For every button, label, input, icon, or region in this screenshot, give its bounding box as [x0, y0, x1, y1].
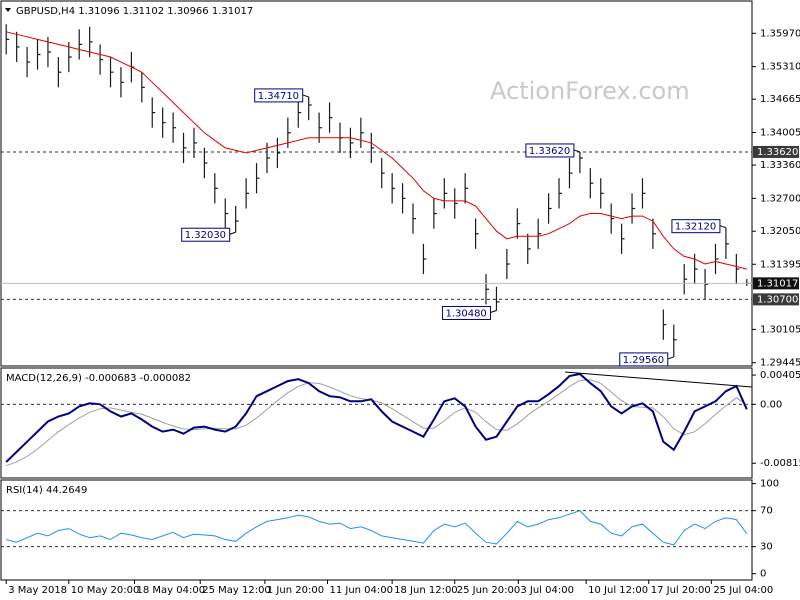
series-line [6, 379, 748, 467]
x-tick-label: 25 May 12:00 [202, 585, 271, 596]
annotation-box [619, 352, 669, 367]
annotation-leader [667, 356, 674, 360]
x-tick-label: 10 May 20:00 [71, 585, 140, 596]
y-tick-label: 1.29445 [760, 358, 800, 369]
y-tick-label: 1.32050 [760, 226, 800, 237]
y-tick-label: 100 [760, 479, 779, 490]
moving-average [6, 31, 747, 270]
y-tick-label: 1.33360 [760, 160, 800, 171]
panel-title: RSI(14) 44.2649 [6, 485, 87, 496]
level-label-box [753, 293, 799, 306]
y-tick-label: 0.00 [760, 399, 782, 410]
annotation-leader [719, 225, 727, 229]
y-tick-label: 70 [760, 506, 773, 517]
y-tick-label: 1.30105 [760, 324, 800, 335]
panel-frame [0, 367, 753, 479]
x-tick-label: 11 Jun 04:00 [329, 585, 393, 596]
series-line [6, 510, 748, 546]
panel-title: GBPUSD,H4 1.31096 1.31102 1.30966 1.3101… [16, 6, 253, 17]
annotation-label: 1.32030 [185, 230, 226, 241]
watermark: ActionForex.com [490, 77, 690, 105]
y-tick-label: 1.34665 [760, 94, 800, 105]
symbol-icon [5, 8, 11, 12]
level-label: 1.33620 [757, 147, 798, 158]
panel-frame [0, 0, 753, 367]
annotation-leader [302, 94, 309, 98]
annotation-box [525, 143, 575, 158]
last-price-label: 1.31017 [757, 278, 798, 289]
y-tick-label: 1.34005 [760, 128, 800, 139]
x-tick-label: 1 Jun 20:00 [267, 585, 324, 596]
y-tick-label: 30 [760, 542, 773, 553]
annotation-box [254, 88, 304, 103]
annotation-box [671, 219, 721, 234]
x-tick-label: 3 Jul 04:00 [520, 585, 574, 596]
x-tick-label: 25 Jul 04:00 [713, 585, 773, 596]
x-tick-label: 18 Jun 12:00 [394, 585, 458, 596]
trend-line [564, 371, 753, 388]
x-tick-label: 18 May 04:00 [137, 585, 206, 596]
panel-title: MACD(12,26,9) -0.000683 -0.000082 [6, 373, 191, 384]
x-tick-label: 17 Jul 20:00 [651, 585, 711, 596]
annotation-label: 1.34710 [258, 91, 299, 102]
x-tick-label: 3 May 2018 [8, 585, 67, 596]
y-tick-label: 1.35970 [760, 28, 800, 39]
annotation-leader [229, 231, 236, 235]
annotation-leader [573, 149, 581, 153]
annotation-label: 1.29560 [623, 355, 664, 366]
y-tick-label: 1.31395 [760, 259, 800, 270]
last-price-box [753, 277, 799, 290]
annotation-box [181, 227, 231, 242]
y-tick-label: 0.004051 [760, 370, 800, 381]
annotation-box [441, 305, 491, 320]
annotation-label: 1.32120 [675, 222, 716, 233]
annotation-label: 1.30480 [445, 308, 486, 319]
annotation-leader [490, 309, 497, 313]
y-tick-label: 1.32700 [760, 193, 800, 204]
x-tick-label: 25 Jun 20:00 [457, 585, 521, 596]
y-tick-label: 1.35310 [760, 62, 800, 73]
annotation-label: 1.33620 [529, 146, 570, 157]
series-line [5, 372, 748, 463]
y-tick-label: -0.008154 [760, 458, 800, 469]
level-label-box [753, 145, 799, 158]
level-label: 1.30700 [757, 294, 798, 305]
x-tick-label: 10 Jul 12:00 [588, 585, 648, 596]
panel-frame [0, 479, 753, 581]
y-tick-label: 0 [760, 569, 766, 580]
